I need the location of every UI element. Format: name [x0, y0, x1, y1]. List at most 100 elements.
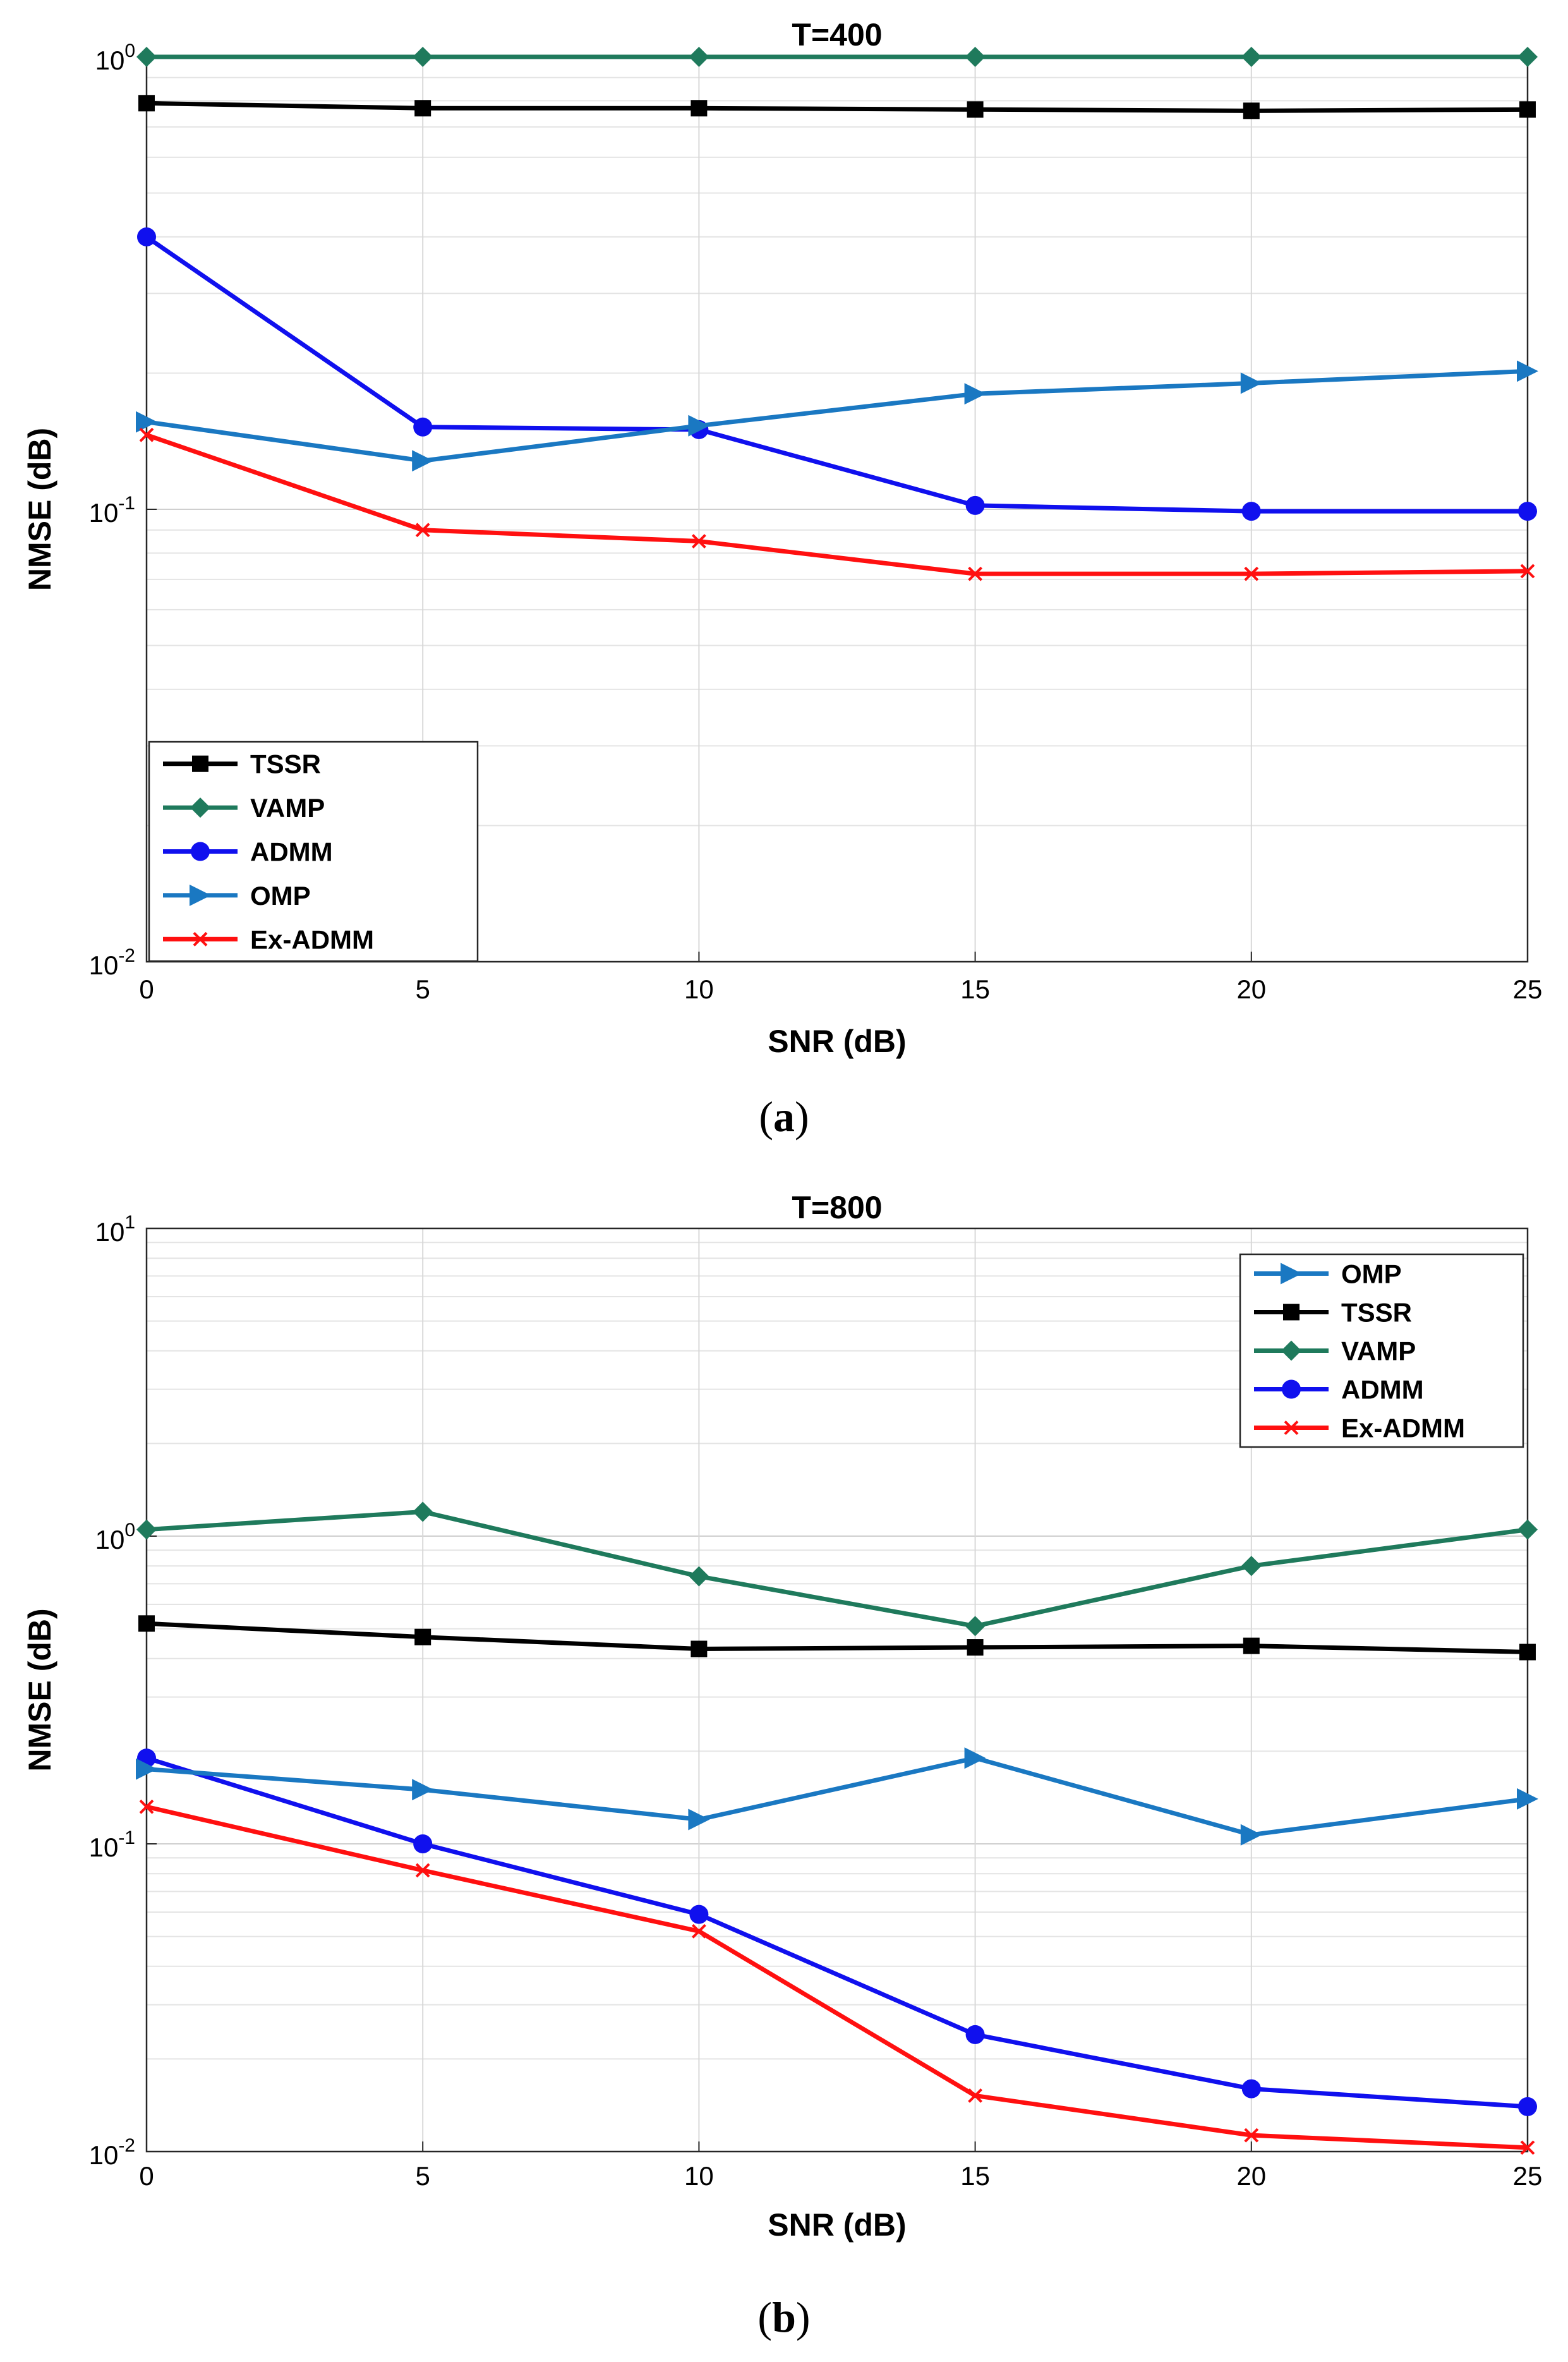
series-line — [146, 100, 1528, 113]
y-tick-label: 10-2 — [89, 2135, 135, 2170]
series-ex-admm — [139, 427, 1535, 581]
legend-label: VAMP — [250, 793, 325, 823]
series-vamp — [136, 1501, 1538, 1637]
series-line — [146, 368, 1528, 463]
x-axis-label: SNR (dB) — [768, 1024, 906, 1059]
y-tick-base: 10 — [95, 1525, 125, 1554]
data-point — [136, 1519, 157, 1540]
legend-marker — [1284, 1420, 1299, 1435]
series-tssr — [138, 1615, 1536, 1661]
data-point — [412, 450, 434, 472]
data-point — [1518, 502, 1537, 521]
legend-item-tssr: TSSR — [1254, 1298, 1412, 1328]
legend-item-admm: ADMM — [163, 837, 333, 867]
legend-label: Ex-ADMM — [250, 924, 374, 954]
caption-paren-close: ) — [796, 2293, 811, 2341]
data-point — [964, 383, 986, 405]
legend: OMP TSSR VAMP ADMM Ex-ADMM — [1239, 1253, 1524, 1448]
y-tick-exponent: 1 — [124, 1212, 135, 1233]
y-tick-label: 10-1 — [89, 493, 135, 528]
data-point — [1517, 1788, 1538, 1810]
legend-label: TSSR — [1341, 1298, 1412, 1328]
x-tick-label: 5 — [416, 974, 430, 1004]
data-point — [413, 1501, 433, 1522]
legend-marker — [190, 797, 210, 818]
y-tick-base: 10 — [95, 1217, 125, 1247]
series-ex-admm — [139, 1799, 1535, 2155]
data-point — [415, 523, 430, 538]
data-point — [688, 1808, 710, 1831]
y-tick-exponent: -1 — [118, 493, 135, 514]
y-tick-base: 10 — [89, 950, 119, 980]
data-point — [967, 101, 984, 118]
legend: TSSR VAMP ADMM OMP Ex-ADMM — [148, 741, 479, 962]
y-tick-exponent: 0 — [124, 1520, 135, 1541]
y-axis-label: NMSE (dB) — [22, 428, 57, 591]
y-tick-label: 100 — [95, 1520, 135, 1554]
y-axis-label: NMSE (dB) — [22, 1608, 57, 1771]
legend-item-tssr: TSSR — [163, 749, 321, 779]
data-point — [139, 1799, 154, 1814]
data-point — [965, 47, 986, 67]
x-tick-label: 10 — [684, 2161, 714, 2191]
x-tick-label: 15 — [960, 2161, 990, 2191]
legend-marker — [190, 884, 211, 906]
y-tick-base: 10 — [95, 45, 125, 75]
legend-box — [148, 741, 479, 962]
y-tick-base: 10 — [89, 2140, 119, 2170]
data-point — [964, 1747, 986, 1769]
data-point — [412, 1779, 434, 1801]
data-point — [1518, 2097, 1537, 2116]
data-point — [688, 415, 710, 437]
data-point — [691, 1640, 708, 1657]
data-point — [414, 1628, 431, 1645]
data-point — [1243, 102, 1260, 119]
y-tick-label: 100 — [95, 40, 135, 75]
data-point — [1243, 1637, 1260, 1654]
legend-item-vamp: VAMP — [163, 793, 325, 823]
data-point — [1241, 502, 1261, 521]
x-axis-label: SNR (dB) — [768, 2207, 906, 2243]
data-point — [689, 47, 709, 67]
data-point — [1517, 47, 1538, 67]
legend-marker — [1282, 1379, 1301, 1399]
data-point — [136, 47, 157, 67]
legend-item-ex-admm: Ex-ADMM — [163, 924, 374, 954]
data-point — [968, 566, 983, 581]
legend-item-omp: OMP — [1254, 1259, 1402, 1289]
legend-marker — [191, 842, 210, 861]
legend-marker — [1281, 1263, 1302, 1285]
series-line — [146, 1509, 1528, 1628]
series-admm — [137, 227, 1537, 521]
series-line — [146, 1755, 1528, 1838]
legend-label: OMP — [250, 881, 311, 911]
caption-paren-open: ( — [759, 1093, 773, 1141]
y-tick-base: 10 — [89, 1832, 119, 1862]
y-tick-exponent: -2 — [118, 2135, 135, 2156]
chart-title: T=400 — [792, 17, 882, 52]
x-tick-label: 20 — [1236, 974, 1266, 1004]
axes-box — [145, 1227, 1529, 2153]
data-point — [415, 1863, 430, 1878]
series-line — [146, 1804, 1528, 2150]
x-tick-label: 5 — [416, 2161, 430, 2191]
data-point — [965, 2025, 985, 2044]
y-tick-base: 10 — [89, 498, 119, 528]
series-vamp — [136, 47, 1538, 67]
data-point — [1241, 47, 1262, 67]
x-tick-label: 10 — [684, 974, 714, 1004]
y-tick-label: 101 — [95, 1212, 135, 1247]
figure-caption: (a) — [759, 1093, 809, 1141]
series-line — [145, 433, 1528, 576]
data-point — [1240, 372, 1262, 394]
y-tick-exponent: -2 — [118, 945, 135, 966]
caption-letter: b — [772, 2293, 796, 2341]
data-point — [413, 47, 433, 67]
legend-label: ADMM — [250, 837, 333, 867]
data-point — [1240, 1824, 1262, 1846]
data-point — [1520, 564, 1535, 579]
y-tick-exponent: -1 — [118, 1827, 135, 1848]
